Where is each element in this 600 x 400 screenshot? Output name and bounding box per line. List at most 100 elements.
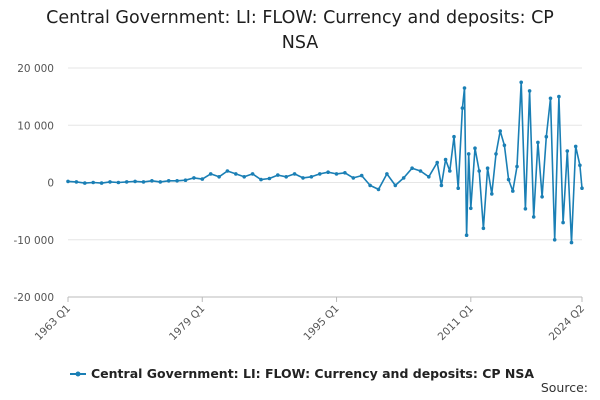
data-point[interactable]	[301, 176, 305, 180]
data-point[interactable]	[376, 187, 381, 192]
data-point[interactable]	[485, 166, 490, 170]
data-point[interactable]	[427, 175, 431, 179]
data-point[interactable]	[519, 80, 523, 85]
data-point[interactable]	[334, 172, 339, 176]
data-point[interactable]	[91, 180, 95, 185]
data-point[interactable]	[225, 169, 230, 173]
data-point[interactable]	[158, 180, 163, 184]
data-point[interactable]	[531, 215, 536, 219]
data-point[interactable]	[443, 157, 448, 162]
data-point[interactable]	[418, 169, 423, 173]
data-point[interactable]	[284, 175, 289, 179]
data-point[interactable]	[439, 183, 444, 188]
data-point[interactable]	[460, 106, 465, 110]
data-point[interactable]	[141, 180, 146, 184]
data-point[interactable]	[494, 152, 498, 156]
data-point[interactable]	[326, 170, 330, 174]
data-point[interactable]	[108, 180, 112, 184]
data-point[interactable]	[536, 140, 540, 145]
series-line	[67, 81, 583, 244]
data-point[interactable]	[498, 129, 503, 133]
data-point[interactable]	[217, 175, 221, 179]
data-point[interactable]	[490, 192, 494, 196]
y-tick-label: -20 000	[13, 292, 54, 304]
data-point[interactable]	[544, 134, 549, 139]
data-point[interactable]	[401, 176, 406, 180]
x-tick-label: 1995 Q1	[301, 303, 341, 343]
data-point[interactable]	[573, 144, 578, 149]
data-point[interactable]	[150, 179, 154, 183]
chart-title: Central Government: LI: FLOW: Currency a…	[46, 8, 554, 53]
data-point[interactable]	[552, 238, 557, 242]
data-point[interactable]	[557, 94, 561, 99]
data-point[interactable]	[124, 180, 129, 184]
y-tick-label: -10 000	[13, 235, 54, 247]
data-point[interactable]	[385, 172, 389, 176]
data-point[interactable]	[502, 143, 507, 148]
source-label: Source:	[540, 380, 588, 395]
data-point[interactable]	[523, 207, 528, 211]
data-point[interactable]	[116, 180, 121, 185]
data-point[interactable]	[276, 173, 280, 177]
data-point[interactable]	[410, 166, 414, 170]
data-point[interactable]	[464, 233, 469, 237]
data-point[interactable]	[569, 240, 574, 245]
x-tick-labels: 1963 Q1 1979 Q1 1995 Q1 2011 Q1 2024 Q2	[33, 303, 587, 343]
data-point[interactable]	[351, 176, 356, 180]
data-point[interactable]	[292, 172, 297, 176]
data-point[interactable]	[133, 179, 137, 184]
data-point[interactable]	[175, 179, 179, 183]
data-point[interactable]	[208, 172, 213, 176]
data-point[interactable]	[74, 180, 79, 184]
data-point[interactable]	[580, 186, 584, 190]
data-point[interactable]	[511, 189, 515, 193]
data-point[interactable]	[515, 164, 519, 169]
data-point[interactable]	[192, 176, 196, 180]
series-group	[66, 80, 584, 245]
legend-label: Central Government: LI: FLOW: Currency a…	[91, 366, 534, 381]
data-point[interactable]	[456, 186, 461, 190]
data-point[interactable]	[452, 134, 456, 139]
data-point[interactable]	[200, 177, 205, 181]
data-point[interactable]	[565, 149, 570, 153]
data-point[interactable]	[250, 172, 255, 176]
data-point[interactable]	[393, 183, 398, 188]
data-point[interactable]	[83, 181, 87, 185]
data-point[interactable]	[343, 171, 347, 175]
data-point[interactable]	[242, 175, 246, 179]
data-point[interactable]	[469, 206, 473, 211]
data-point[interactable]	[477, 169, 482, 173]
data-point[interactable]	[548, 96, 553, 101]
data-point[interactable]	[259, 177, 263, 182]
data-point[interactable]	[462, 86, 467, 90]
x-ticks	[67, 297, 583, 302]
data-point[interactable]	[309, 175, 314, 179]
data-point[interactable]	[267, 176, 272, 181]
data-point[interactable]	[561, 220, 565, 225]
x-tick-label: 1979 Q1	[167, 303, 207, 343]
x-tick-label: 2024 Q2	[547, 303, 587, 343]
data-point[interactable]	[359, 173, 364, 178]
data-point[interactable]	[99, 181, 104, 185]
y-tick-label: 0	[47, 178, 54, 190]
data-point[interactable]	[166, 179, 171, 183]
data-point[interactable]	[66, 179, 70, 184]
data-point[interactable]	[578, 163, 582, 168]
x-tick-label: 2011 Q1	[436, 303, 476, 343]
data-point[interactable]	[435, 160, 440, 165]
data-point[interactable]	[473, 146, 477, 150]
data-point[interactable]	[481, 226, 486, 231]
data-point[interactable]	[506, 177, 511, 182]
data-point[interactable]	[527, 89, 532, 93]
data-point[interactable]	[540, 195, 544, 199]
data-point[interactable]	[234, 172, 238, 176]
y-tick-label: 10 000	[17, 120, 54, 132]
legend-point-marker	[75, 371, 81, 377]
legend[interactable]: Central Government: LI: FLOW: Currency a…	[70, 366, 534, 381]
data-point[interactable]	[368, 183, 372, 188]
data-point[interactable]	[183, 178, 188, 182]
data-point[interactable]	[318, 172, 322, 176]
data-point[interactable]	[448, 169, 452, 173]
data-point[interactable]	[466, 152, 471, 156]
